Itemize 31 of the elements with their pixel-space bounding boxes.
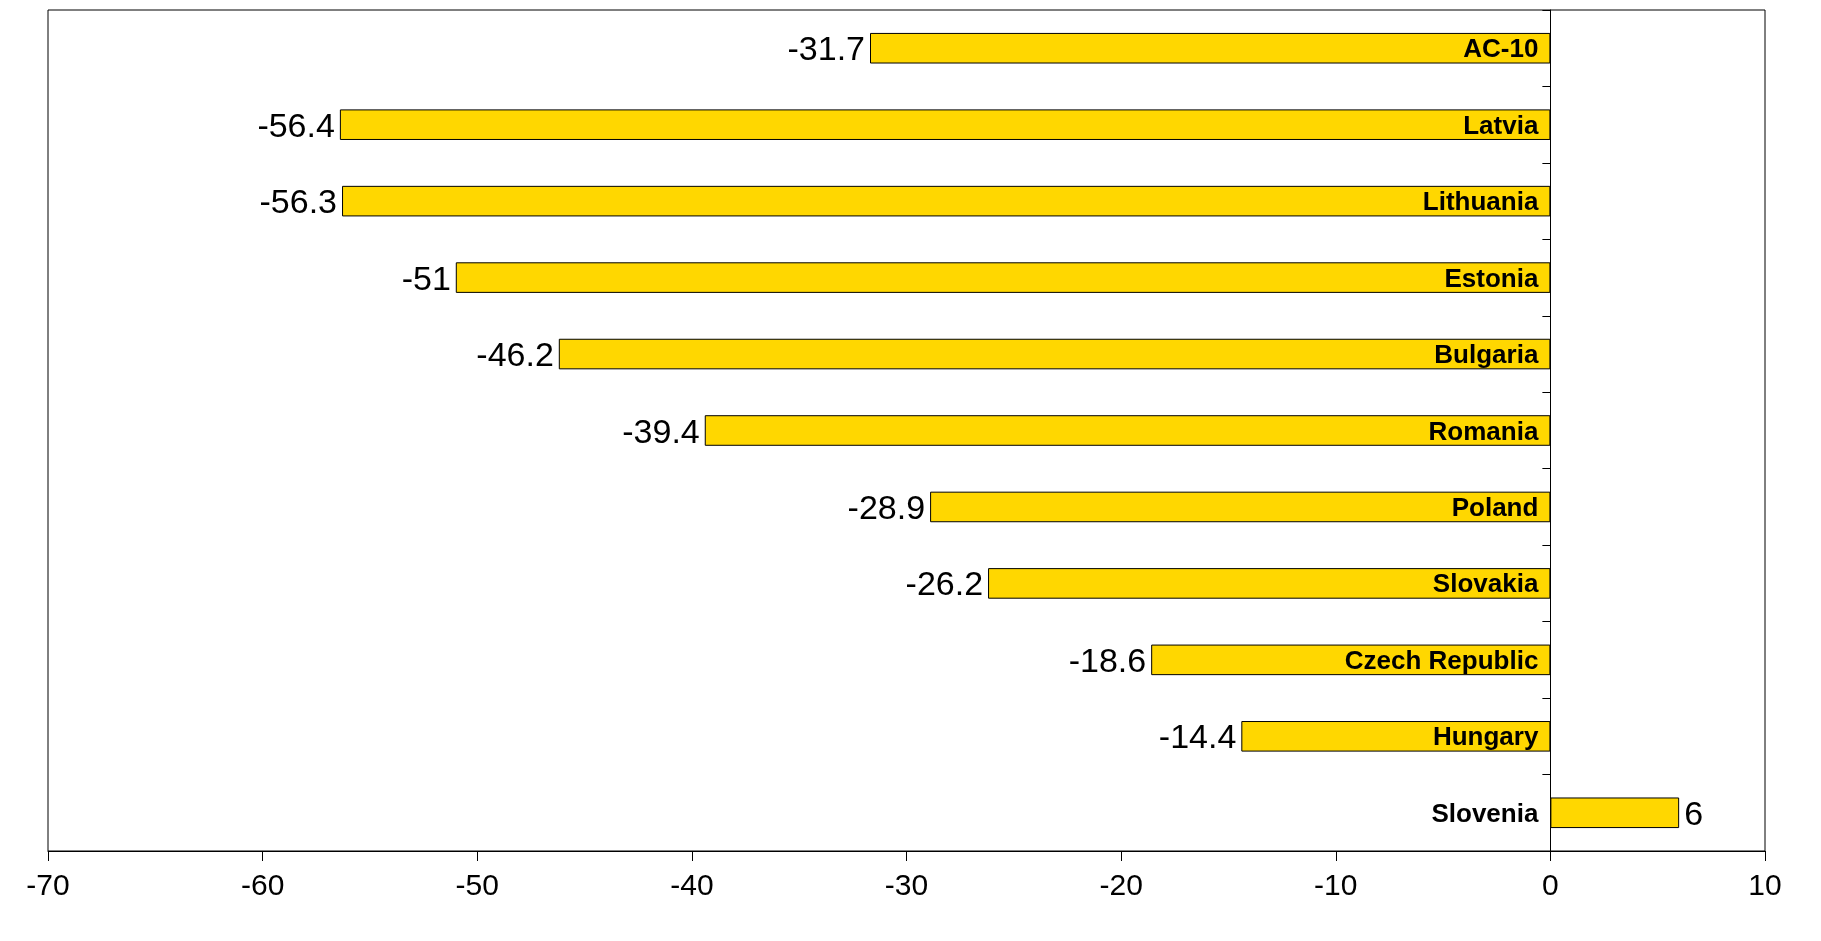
y-tick-label: Latvia [1463,109,1539,140]
data-label: -46.2 [476,335,554,374]
data-label: -56.3 [259,182,338,221]
x-tick-label: -50 [455,867,499,901]
x-tick-label: -40 [670,867,714,901]
y-tick-label: AC-10 [1463,33,1539,64]
x-tick-label: -30 [884,867,929,901]
x-tick-label: -70 [26,867,70,901]
data-label: -14.4 [1158,717,1237,756]
data-label: -31.7 [787,29,866,68]
x-tick-label: 0 [1542,867,1559,901]
y-tick-label: Slovenia [1431,797,1539,828]
data-label: -28.9 [847,487,926,526]
y-tick-label: Romania [1428,415,1539,446]
y-tick-label: Poland [1451,491,1539,522]
x-tick-label: -20 [1099,867,1143,901]
x-tick-label: -10 [1314,867,1358,901]
y-tick-label: Estonia [1444,262,1539,293]
data-label: -56.4 [257,105,335,144]
y-tick-label: Lithuania [1422,186,1539,217]
data-label: -39.4 [622,411,700,450]
x-tick-label: 10 [1748,867,1782,901]
y-tick-label: Hungary [1432,721,1539,752]
y-tick-label: Slovakia [1432,568,1539,599]
data-label: 6 [1684,793,1704,832]
data-label: -51 [401,258,451,297]
data-label: -18.6 [1068,640,1147,679]
data-label: -26.2 [905,564,984,603]
x-tick-label: -60 [240,867,285,901]
y-tick-label: Czech Republic [1344,644,1539,675]
y-tick-label: Bulgaria [1434,339,1539,370]
